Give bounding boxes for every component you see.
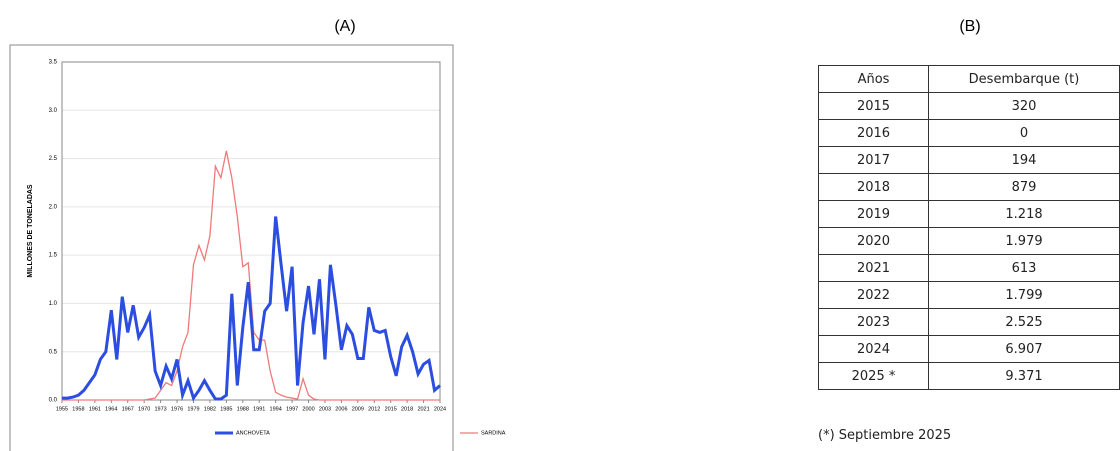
table-cell: 2022 [818,281,929,309]
table-cell: 320 [928,92,1120,120]
table-cell: 2017 [818,146,929,174]
x-tick-label: 2006 [335,406,347,412]
table-cell: 879 [928,173,1120,201]
table-cell: 9.371 [928,362,1120,390]
table-cell: 2015 [818,92,929,120]
table-row: 2023 2.525 [818,308,1120,336]
chart: (A) MILLONES DE TONELADAS 0.0 0.5 1.0 1.5 2.… [9,18,506,451]
y-tick-label: 0.0 [49,398,58,404]
table-cell: 2.525 [928,308,1120,336]
x-tick-label: 1958 [72,406,84,412]
table-row: 2018 879 [818,173,1120,201]
table-row: 2020 1.979 [818,227,1120,255]
plot-area [61,61,441,401]
x-tick-label: 1991 [253,406,265,412]
x-tick-label: 1997 [286,406,298,412]
x-tick-label: 1973 [154,406,166,412]
y-tick-label: 3.5 [49,60,58,66]
table-row: 2022 1.799 [818,281,1120,309]
y-tick-label: 3.0 [49,108,58,114]
x-tick-label: 1988 [237,406,249,412]
x-tick-label: 2009 [352,406,364,412]
line-series [62,150,440,401]
x-tick-label: 2003 [319,406,331,412]
table-cell: 1.979 [928,227,1120,255]
data-table: Años Desembarque (t) 2015 320 2016 0 2017 194 20… [818,65,1120,390]
x-tick-label: 2021 [417,406,429,412]
y-tick-label: 1.0 [49,301,58,307]
y-tick-label: 2.5 [49,156,58,162]
table-cell: 2019 [818,200,929,228]
table-row: 2016 0 [818,119,1120,147]
legend-label: SARDINA [481,430,506,436]
x-tick-label: 2000 [302,406,314,412]
table-cell: 0 [928,119,1120,147]
x-tick-label: 2012 [368,406,380,412]
chart-frame [9,44,454,451]
table-cell: 2021 [818,254,929,282]
x-tick-label: 1982 [204,406,216,412]
y-tick-label: 1.5 [49,253,58,259]
table-cell: 6.907 [928,335,1120,363]
x-tick-label: 1976 [171,406,183,412]
table-row: 2017 194 [818,146,1120,174]
x-tick-label: 1961 [89,406,101,412]
x-tick-label: 1994 [270,406,282,412]
x-tick-label: 2018 [401,406,413,412]
table-row: 2021 613 [818,254,1120,282]
panel-label: (B) [959,18,980,35]
x-tick-label: 1955 [56,406,68,412]
table-row: 2019 1.218 [818,200,1120,228]
table-cell: 613 [928,254,1120,282]
x-tick-label: 1964 [105,406,117,412]
x-tick-label: 1970 [138,406,150,412]
table-cell: Desembarque (t) [928,65,1120,93]
y-axis-label: MILLONES DE TONELADAS [27,184,34,278]
x-tick-label: 2024 [434,406,446,412]
x-tick-label: 2015 [385,406,397,412]
table-cell: 2016 [818,119,929,147]
table-row: 2024 6.907 [818,335,1120,363]
table-cell: 2018 [818,173,929,201]
table-cell: 2024 [818,335,929,363]
x-tick-label: 1967 [122,406,134,412]
legend-label: ANCHOVETA [236,430,270,436]
table-row: 2015 320 [818,92,1120,120]
table-cell: 2023 [818,308,929,336]
y-tick-label: 2.0 [49,204,58,210]
table-cell: 2020 [818,227,929,255]
panel-label-box: (B) [959,18,980,35]
table-row: 2025 * 9.371 [818,362,1120,390]
y-tick-label: 0.5 [49,349,58,355]
table-cell: 194 [928,146,1120,174]
x-tick-label: 1985 [220,406,232,412]
panel-label: (A) [334,18,355,35]
line-series [62,216,441,402]
table-cell: 2025 * [818,362,929,390]
footnote: (*) Septiembre 2025 [818,428,952,443]
table-cell: 1.218 [928,200,1120,228]
table-cell: Años [818,65,929,93]
x-tick-label: 1979 [187,406,199,412]
table-row: Años Desembarque (t) [818,65,1120,93]
table-cell: 1.799 [928,281,1120,309]
